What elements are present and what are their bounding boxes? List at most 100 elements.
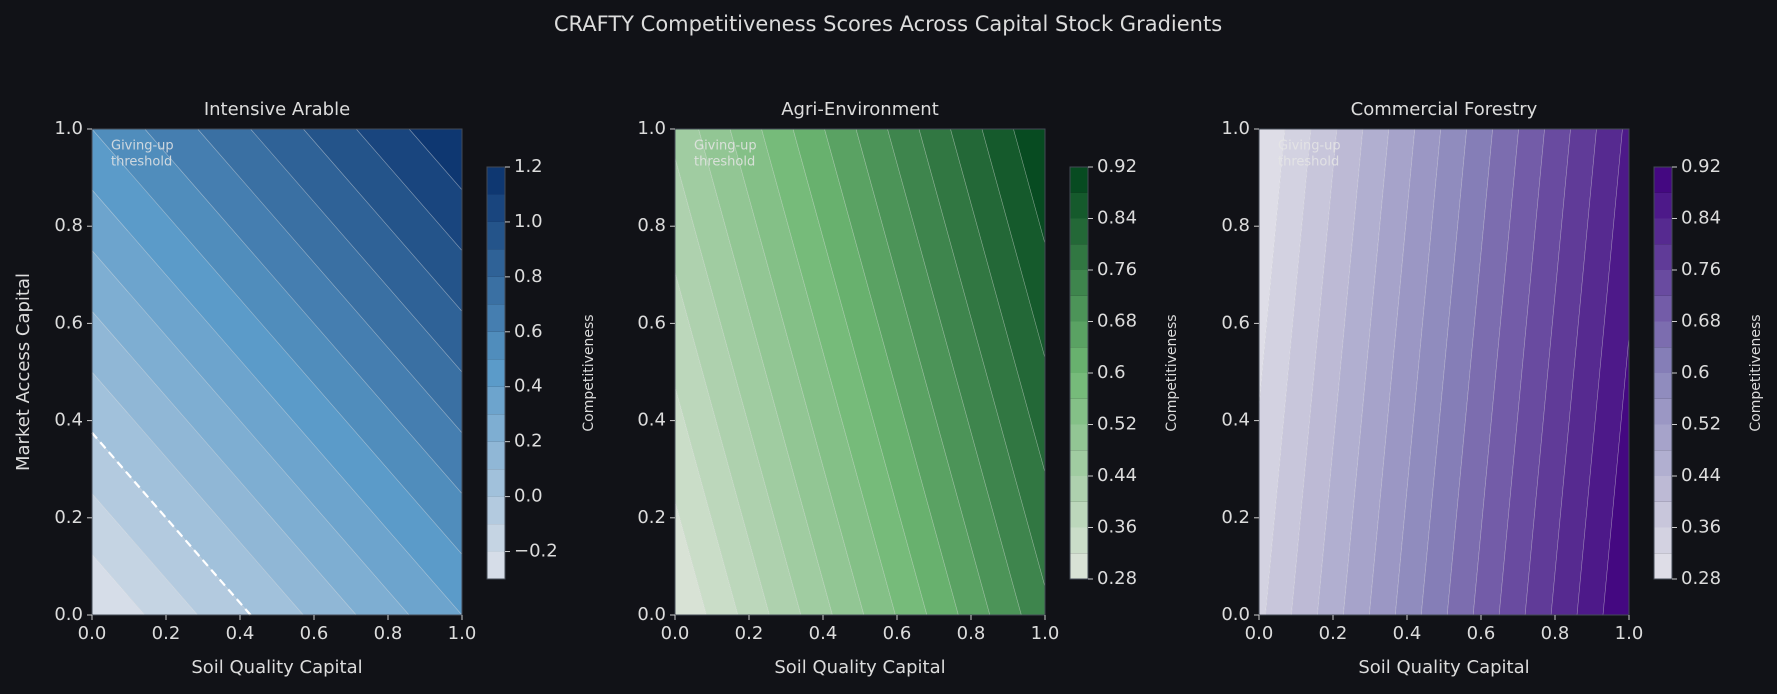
colorbar-band [1654, 476, 1672, 502]
y-tick-label: 0.4 [54, 410, 83, 431]
y-tick-label: 0.6 [637, 312, 666, 333]
y-tick-label: 1.0 [1221, 118, 1250, 139]
colorbar-band [487, 359, 505, 387]
colorbar-tick-label: 0.68 [1681, 311, 1721, 332]
colorbar-band [1654, 270, 1672, 296]
colorbar-tick-label: 0.4 [514, 376, 543, 397]
x-tick-label: 0.4 [226, 623, 255, 644]
colorbar-tick-label: 0.92 [1681, 156, 1721, 177]
y-tick-label: 0.8 [637, 215, 666, 236]
colorbar-band [1654, 218, 1672, 245]
colorbar-tick-label: 0.76 [1097, 259, 1137, 280]
colorbar-band [1070, 244, 1088, 270]
colorbar-band [1070, 192, 1088, 219]
colorbar-band [1654, 167, 1672, 193]
x-tick-label: 0.8 [374, 623, 403, 644]
colorbar-band [487, 194, 505, 222]
colorbar-tick-label: 0.44 [1097, 465, 1137, 486]
x-tick-label: 1.0 [1031, 623, 1060, 644]
x-axis-label: Soil Quality Capital [1358, 657, 1529, 678]
axes-frame [91, 128, 463, 616]
colorbar-band [487, 304, 505, 332]
y-tick-label: 1.0 [54, 118, 83, 139]
colorbar-band [1070, 270, 1088, 296]
y-tick-label: 0.0 [637, 604, 666, 625]
x-tick-label: 0.8 [1541, 623, 1570, 644]
panel-title: Commercial Forestry [1351, 99, 1538, 120]
x-tick-label: 0.4 [1393, 623, 1422, 644]
x-tick-label: 0.8 [957, 623, 986, 644]
x-tick-label: 0.2 [735, 623, 764, 644]
colorbar-tick-label: 0.8 [514, 266, 543, 287]
x-tick-label: 0.4 [809, 623, 838, 644]
x-tick-label: 1.0 [1615, 623, 1644, 644]
x-tick-label: 1.0 [448, 623, 477, 644]
x-tick-label: 0.0 [1245, 623, 1274, 644]
colorbar-tick-label: 0.52 [1681, 414, 1721, 435]
colorbar-band [487, 249, 505, 277]
colorbar-tick-label: 0.84 [1681, 208, 1721, 229]
colorbar-band [1654, 501, 1672, 528]
colorbar-band [1070, 476, 1088, 502]
colorbar-band [487, 496, 505, 525]
annotation: Giving-up [1278, 139, 1341, 154]
colorbar-band [1070, 424, 1088, 451]
colorbar-tick-label: 1.2 [514, 156, 543, 177]
y-tick-label: 0.0 [1221, 604, 1250, 625]
y-tick-label: 0.6 [1221, 312, 1250, 333]
colorbar-band [487, 276, 505, 305]
y-tick-label: 0.2 [637, 507, 666, 528]
x-tick-label: 0.6 [1467, 623, 1496, 644]
y-axis-label: Market Access Capital [13, 273, 34, 471]
y-tick-label: 0.4 [1221, 410, 1250, 431]
colorbar-band [487, 221, 505, 250]
colorbar-band [1654, 527, 1672, 554]
figure-title: CRAFTY Competitiveness Scores Across Cap… [554, 12, 1222, 36]
colorbar-band [487, 386, 505, 415]
annotation: Giving-up [111, 139, 174, 154]
y-tick-label: 1.0 [637, 118, 666, 139]
y-tick-label: 0.2 [54, 507, 83, 528]
colorbar-band [1654, 398, 1672, 425]
colorbar-band [1654, 450, 1672, 476]
colorbar-tick-label: 0.6 [1097, 362, 1126, 383]
colorbar-band [1070, 398, 1088, 425]
colorbar-band [1070, 347, 1088, 373]
y-tick-label: 0.2 [1221, 507, 1250, 528]
panel-title: Intensive Arable [204, 99, 350, 120]
y-tick-label: 0.0 [54, 604, 83, 625]
x-axis-label: Soil Quality Capital [191, 657, 362, 678]
colorbar-band [487, 414, 505, 442]
colorbar-tick-label: −0.2 [514, 541, 558, 562]
colorbar-band [1654, 192, 1672, 219]
colorbar-tick-label: 0.6 [1681, 362, 1710, 383]
colorbar-band [1654, 553, 1672, 579]
colorbar-band [487, 441, 505, 470]
colorbar-band [1070, 373, 1088, 399]
colorbar-band [1654, 321, 1672, 348]
colorbar-tick-label: 0.44 [1681, 465, 1721, 486]
colorbar-band [1070, 553, 1088, 579]
x-tick-label: 0.6 [300, 623, 329, 644]
colorbar-band [487, 469, 505, 497]
y-tick-label: 0.4 [637, 410, 666, 431]
colorbar-label: Competitiveness [581, 314, 597, 431]
colorbar-tick-label: 0.68 [1097, 311, 1137, 332]
colorbar-frame [486, 166, 506, 580]
colorbar-tick-label: 0.28 [1097, 568, 1137, 589]
x-axis-label: Soil Quality Capital [774, 657, 945, 678]
colorbar-band [1070, 527, 1088, 554]
threshold-line [91, 432, 252, 616]
colorbar-band [1654, 347, 1672, 373]
axes-frame [674, 128, 1046, 616]
annotation: Giving-up [694, 139, 757, 154]
annotation: threshold [111, 155, 172, 170]
colorbar-band [1070, 450, 1088, 476]
colorbar-band [1070, 295, 1088, 322]
colorbar-band [487, 551, 505, 579]
colorbar-tick-label: 0.76 [1681, 259, 1721, 280]
colorbar-label: Competitiveness [1748, 314, 1764, 431]
colorbar-band [1070, 321, 1088, 348]
colorbar-band [1070, 167, 1088, 193]
